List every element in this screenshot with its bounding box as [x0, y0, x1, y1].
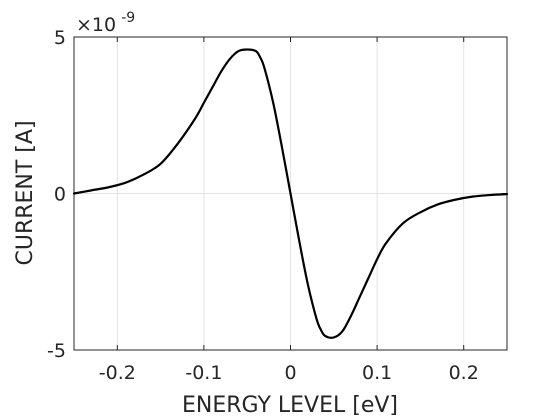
y-exponent-base: ×10 — [76, 14, 116, 36]
x-tick-label: 0.2 — [449, 362, 479, 384]
series-layer — [72, 48, 509, 339]
labels-layer: -0.2 -0.1 0 0.1 0.2 -5 0 5 — [47, 27, 479, 384]
x-tick-label: 0.1 — [362, 362, 392, 384]
x-axis-title: ENERGY LEVEL [eV] — [182, 393, 398, 418]
x-tick-label: 0 — [284, 362, 296, 384]
x-tick-label: -0.1 — [185, 362, 222, 384]
y-exponent-label: ×10 -9 — [76, 10, 135, 36]
series-line — [72, 48, 509, 339]
y-tick-label: -5 — [47, 340, 66, 362]
x-tick-label: -0.2 — [99, 362, 136, 384]
y-tick-label: 5 — [54, 27, 66, 49]
y-axis-title: CURRENT [A] — [13, 120, 38, 265]
y-tick-label: 0 — [54, 184, 66, 206]
y-exponent-power: -9 — [121, 10, 135, 26]
